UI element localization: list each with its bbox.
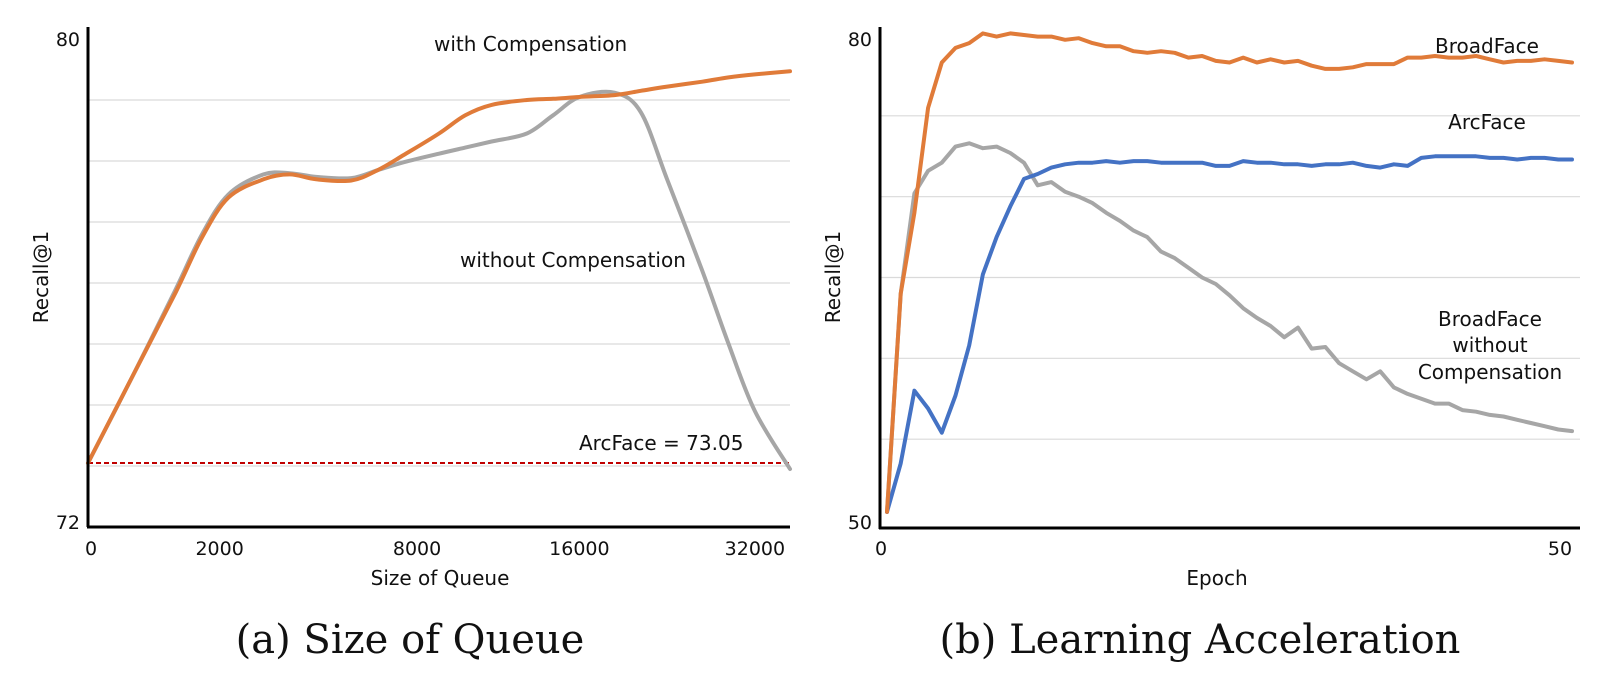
panel-b: 80 50 0 50 Epoch Recall@1 BroadFace ArcF… — [821, 27, 1580, 663]
panel-a-xtick: 0 — [85, 538, 97, 560]
panel-b-ytick-top: 80 — [848, 29, 872, 51]
panel-b-annotation-nocomp-1: BroadFace — [1438, 307, 1542, 331]
panel-b-ylabel: Recall@1 — [821, 231, 845, 323]
panel-a-series-line — [86, 89, 792, 471]
panel-b-annotation-nocomp-2: without — [1452, 333, 1527, 357]
panel-a-annotation-with: with Compensation — [434, 32, 627, 56]
panel-b-xlabel: Epoch — [1186, 566, 1247, 590]
panel-a-ytick-top: 80 — [56, 29, 80, 51]
panel-a-grid — [88, 99, 790, 467]
panel-a: 80 72 0 2000 8000 16000 32000 Size of Queue … — [29, 27, 792, 663]
panel-b-series — [885, 31, 1574, 514]
panel-b-caption: (b) Learning Acceleration — [940, 617, 1461, 663]
panel-a-xtick: 2000 — [195, 538, 243, 560]
panel-a-annotation-without: without Compensation — [460, 248, 686, 272]
panel-a-ytick-bottom: 72 — [56, 512, 80, 534]
panel-a-xtick: 8000 — [393, 538, 441, 560]
panel-a-xticks: 0 2000 8000 16000 32000 — [85, 538, 785, 560]
panel-a-xlabel: Size of Queue — [371, 566, 510, 590]
panel-b-ytick-bottom: 50 — [848, 512, 872, 534]
panel-a-xtick: 16000 — [549, 538, 609, 560]
panel-a-caption: (a) Size of Queue — [236, 617, 585, 663]
panel-a-series-line — [86, 69, 792, 465]
panel-b-xtick-50: 50 — [1548, 538, 1572, 560]
panel-a-xtick: 32000 — [725, 538, 785, 560]
panel-b-xtick-0: 0 — [875, 538, 887, 560]
panel-b-annotation-broadface: BroadFace — [1435, 34, 1539, 58]
panel-a-annotation-baseline: ArcFace = 73.05 — [579, 431, 743, 455]
panel-b-series-line — [885, 141, 1574, 514]
panel-a-series — [86, 69, 792, 471]
panel-a-ylabel: Recall@1 — [29, 231, 53, 323]
panel-b-annotation-nocomp-3: Compensation — [1418, 360, 1562, 384]
panel-b-grid — [880, 115, 1580, 440]
panel-b-series-line — [885, 154, 1574, 514]
panel-b-series-line — [885, 31, 1574, 514]
panel-b-annotation-arcface: ArcFace — [1448, 110, 1526, 134]
